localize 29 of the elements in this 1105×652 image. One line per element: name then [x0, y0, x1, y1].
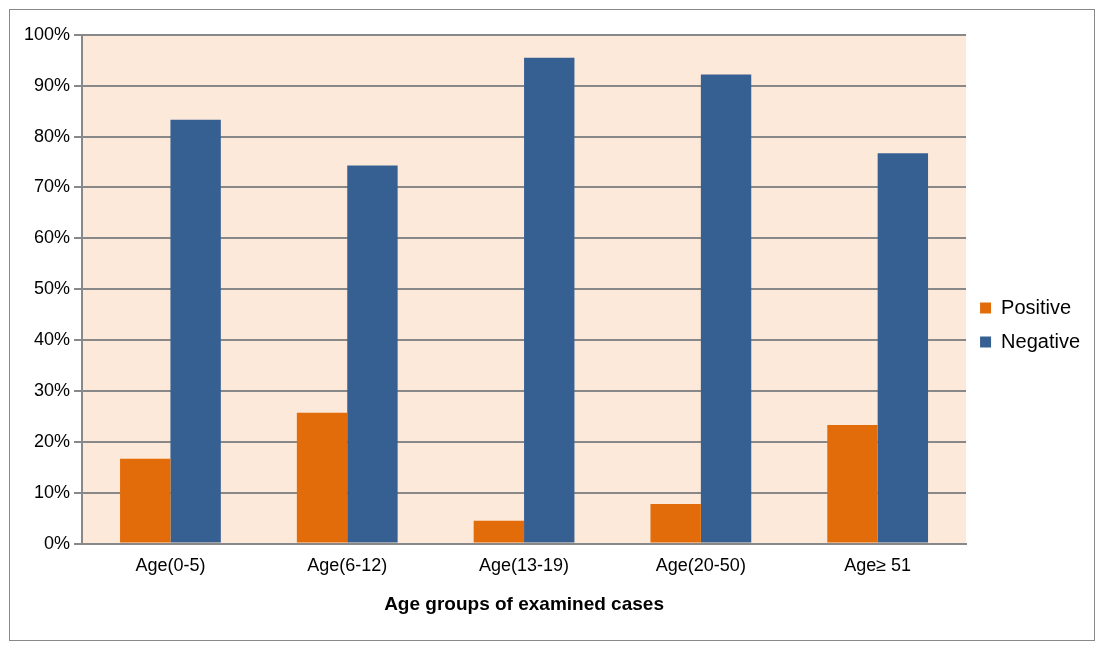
- y-tick-label: 30%: [34, 379, 71, 400]
- bar: [170, 119, 221, 543]
- x-axis-title: Age groups of examined cases: [384, 592, 664, 614]
- y-tick-label: 10%: [34, 481, 71, 502]
- y-tick-label: 0%: [44, 532, 71, 553]
- bar: [700, 74, 752, 543]
- bar: [877, 153, 929, 543]
- x-tick-label: Age≥ 51: [844, 555, 912, 576]
- x-tick-label: Age(20-50): [655, 555, 746, 576]
- x-tick-label: Age(0-5): [135, 555, 206, 576]
- bar: [650, 503, 701, 543]
- bar: [347, 165, 398, 543]
- bar: [827, 425, 878, 543]
- y-tick-label: 100%: [23, 23, 71, 44]
- legend-label: Negative: [1001, 329, 1080, 352]
- bar: [296, 412, 348, 543]
- legend-label: Positive: [1001, 295, 1072, 318]
- bar: [524, 57, 575, 543]
- y-tick-label: 50%: [34, 278, 71, 299]
- y-tick-label: 90%: [34, 74, 71, 95]
- y-tick-label: 40%: [34, 329, 71, 350]
- bar: [120, 458, 171, 543]
- y-tick-label: 70%: [34, 176, 71, 197]
- y-tick-label: 20%: [34, 430, 71, 451]
- x-tick-label: Age(6-12): [307, 555, 388, 576]
- y-tick-label: 60%: [34, 227, 71, 248]
- y-tick-label: 80%: [34, 125, 71, 146]
- x-tick-label: Age(13-19): [479, 555, 570, 576]
- bar: [473, 520, 525, 543]
